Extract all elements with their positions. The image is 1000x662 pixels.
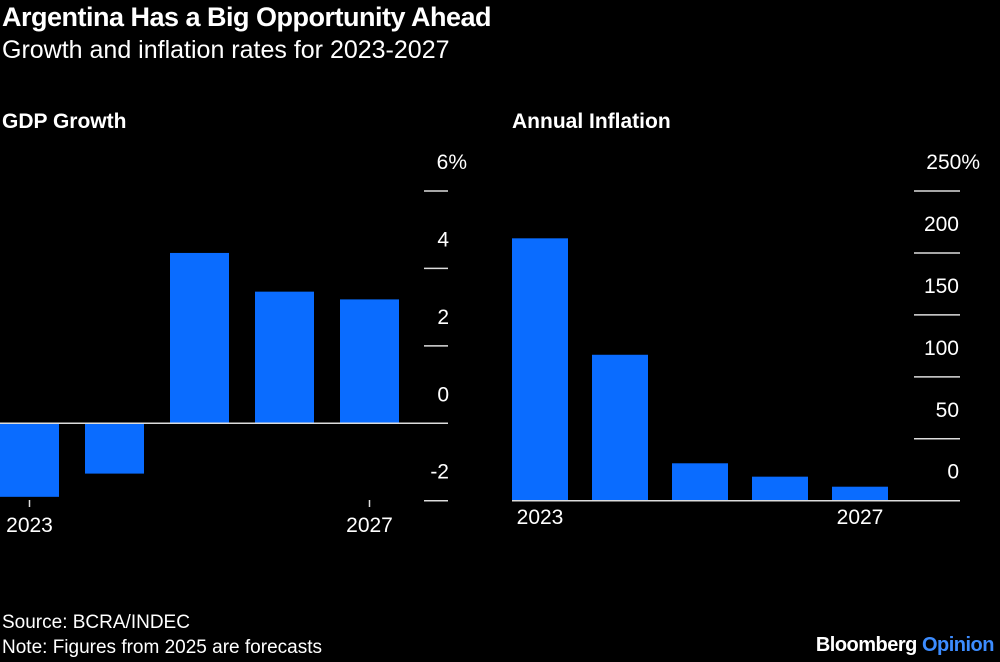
- y-tick-label: 4: [437, 228, 449, 251]
- x-tick-label: 2023: [6, 514, 53, 537]
- chart-subtitle: Growth and inflation rates for 2023-2027: [2, 36, 450, 64]
- bar-2024: [85, 423, 144, 474]
- y-tick-label: 0: [437, 383, 449, 406]
- y-tick-label: 2: [437, 306, 449, 329]
- chart-title: Argentina Has a Big Opportunity Ahead: [2, 2, 492, 32]
- forecast-note: Note: Figures from 2025 are forecasts: [2, 637, 322, 658]
- bar-2026: [752, 476, 808, 501]
- y-tick-label: 100: [924, 337, 959, 360]
- y-tick-label: 50: [936, 399, 959, 422]
- source-note: Source: BCRA/INDEC: [2, 612, 190, 633]
- logo-brand: Bloomberg: [815, 634, 918, 656]
- bar-2025: [672, 463, 728, 501]
- bar-2023: [0, 423, 59, 497]
- inflation-panel-title: Annual Inflation: [512, 110, 671, 133]
- y-tick-label: -2: [430, 461, 449, 484]
- x-tick-label: 2023: [517, 506, 564, 529]
- y-tick-label: 200: [924, 213, 959, 236]
- bar-2026: [255, 291, 314, 424]
- bar-2027: [340, 299, 399, 424]
- logo-section: Opinion: [921, 634, 995, 656]
- bar-2027: [832, 486, 888, 501]
- bloomberg-opinion-logo: Bloomberg Opinion: [815, 634, 995, 657]
- x-tick-label: 2027: [837, 506, 884, 529]
- x-tick-label: 2027: [346, 514, 393, 537]
- bar-2024: [592, 354, 648, 501]
- y-tick-label: 150: [924, 275, 959, 298]
- y-tick-label: 6%: [437, 151, 467, 174]
- y-tick-label: 250%: [926, 151, 980, 174]
- bar-2023: [512, 238, 568, 501]
- bar-2025: [170, 252, 229, 424]
- y-tick-label: 0: [947, 461, 959, 484]
- gdp-panel-title: GDP Growth: [2, 110, 127, 133]
